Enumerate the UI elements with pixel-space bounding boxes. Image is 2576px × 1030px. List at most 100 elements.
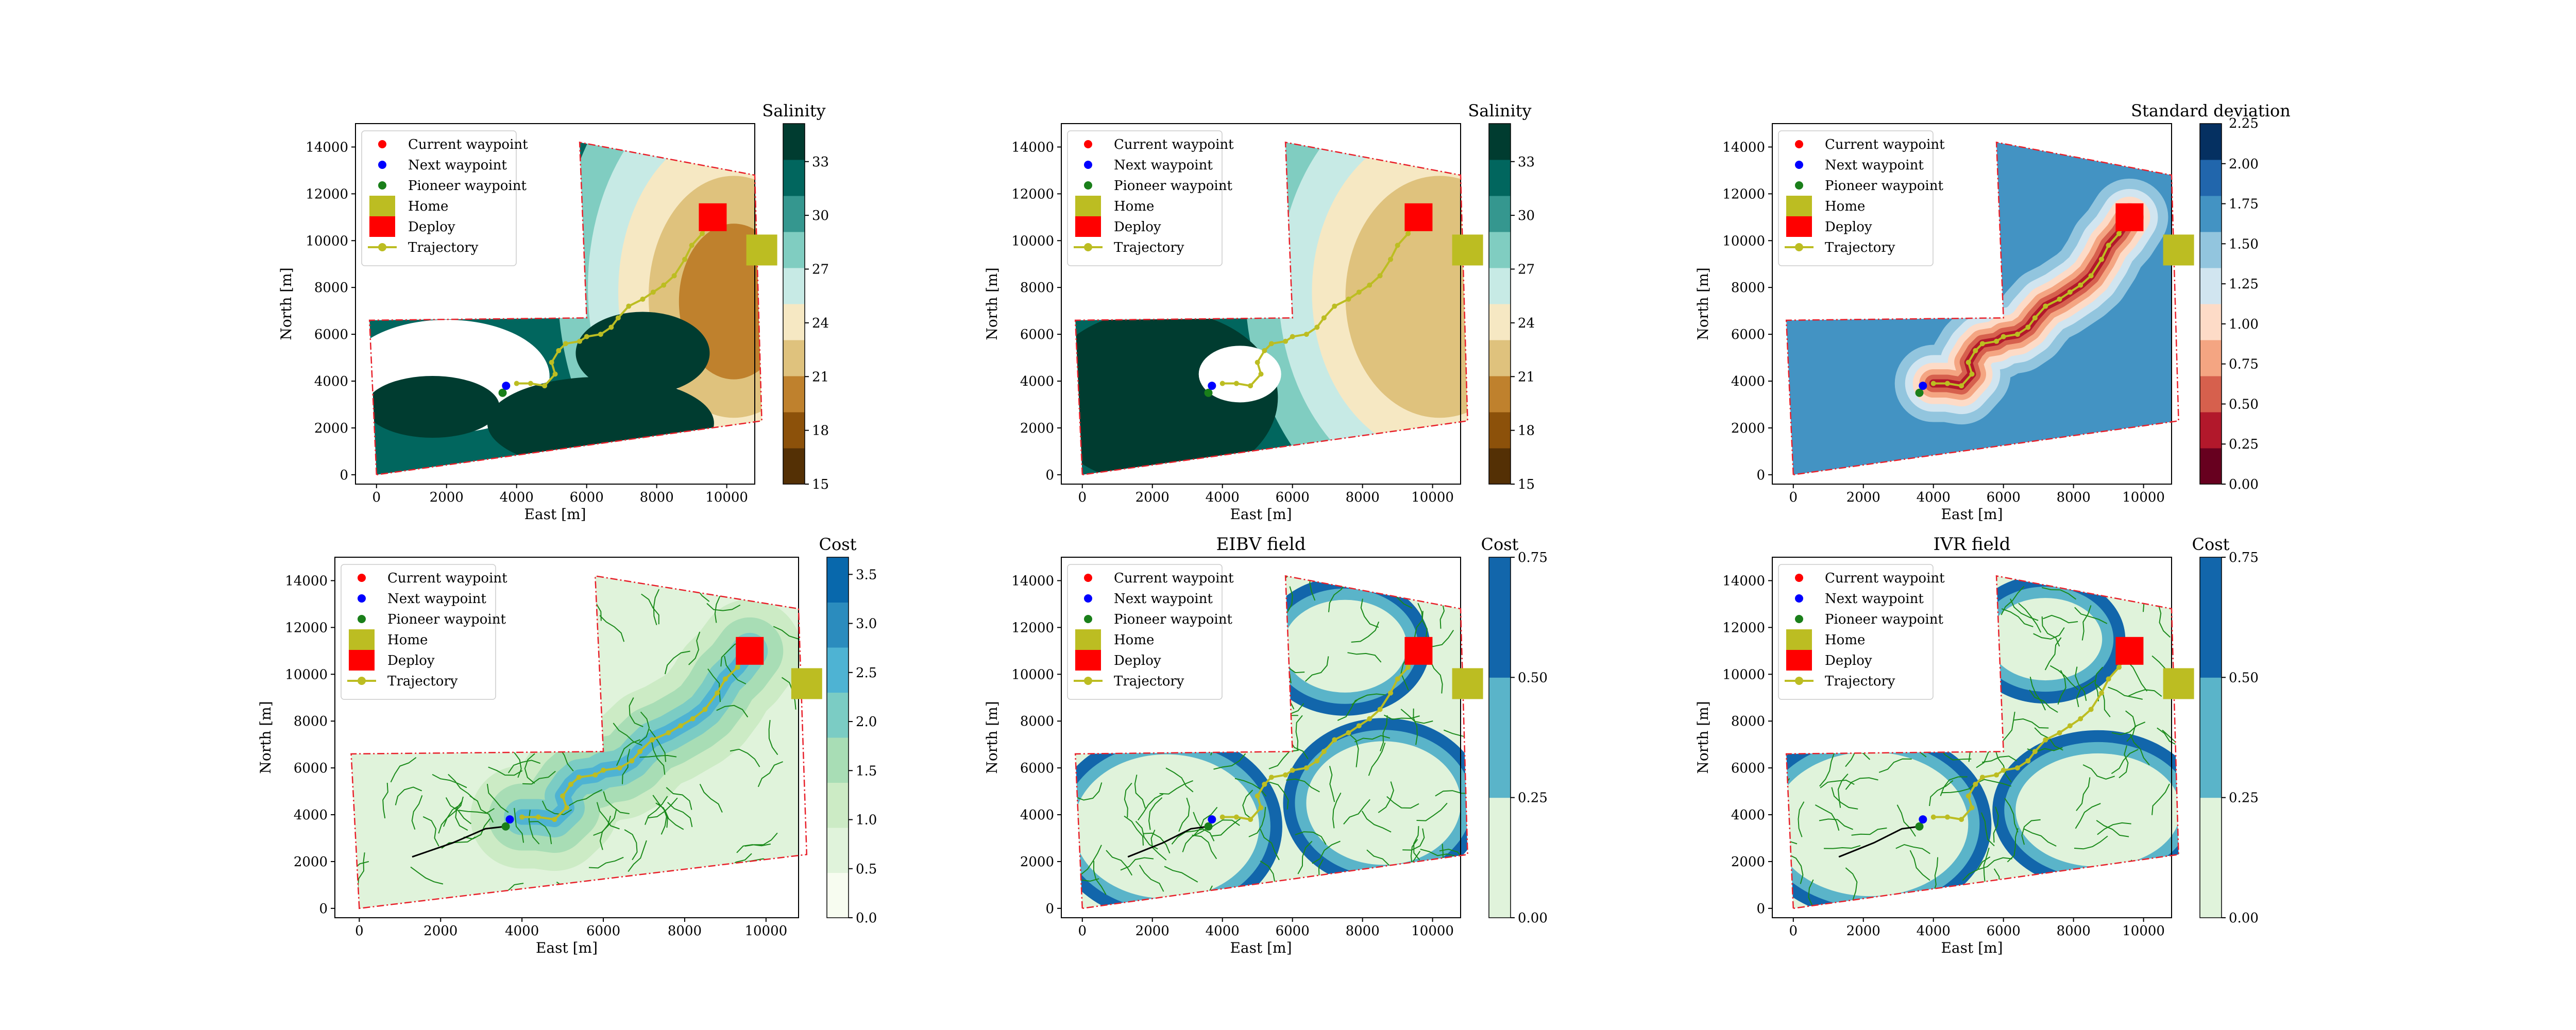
axes-frame	[334, 557, 799, 918]
colorbar-tick-label: 15	[812, 477, 829, 492]
branch-line	[599, 615, 625, 642]
x-tick-label: 0	[372, 490, 381, 505]
branch-line	[2151, 783, 2170, 815]
branch-line	[2010, 598, 2039, 621]
legend-swatch	[1084, 161, 1092, 169]
legend-swatch	[1075, 629, 1101, 650]
legend-label: Trajectory	[1825, 674, 1895, 689]
branch-line	[1045, 819, 1066, 849]
legend-label: Current waypoint	[1114, 571, 1234, 586]
branch-line	[1239, 671, 1247, 708]
branch-line	[1820, 779, 1855, 788]
legend-swatch	[378, 243, 386, 251]
branch-line	[2129, 860, 2134, 897]
y-axis-label: North [m]	[1694, 701, 1711, 774]
branch-line	[1124, 782, 1132, 818]
y-tick-label: 6000	[1020, 327, 1054, 342]
branch-line	[1353, 899, 1387, 908]
x-tick-label: 6000	[586, 923, 620, 939]
branch-line	[569, 614, 599, 637]
branch-line	[2081, 605, 2092, 641]
current-waypoint-marker	[1414, 213, 1423, 221]
colorbar-tick-label: 18	[812, 423, 829, 439]
branch-line	[718, 867, 746, 885]
axes-frame	[1061, 123, 1461, 485]
legend-label: Next waypoint	[1825, 158, 1924, 173]
colorbar-band	[783, 232, 805, 268]
colorbar-band	[783, 304, 805, 340]
branch-line	[1443, 729, 1468, 741]
operation-boundary	[1074, 141, 1468, 476]
branch-line	[2018, 603, 2042, 633]
y-tick-label: 6000	[1731, 327, 1765, 342]
branch-line	[1429, 660, 1443, 694]
legend-label: Home	[1114, 199, 1154, 214]
colorbar-title: Salinity	[1468, 101, 1531, 121]
trajectory-line	[1219, 648, 1421, 822]
home-marker	[746, 234, 777, 266]
branch-line	[1798, 801, 1805, 837]
panel-title: EIBV field	[1216, 534, 1306, 555]
branch-line	[1962, 856, 1991, 881]
trajectory-line	[519, 648, 753, 822]
branch-line	[623, 877, 654, 892]
legend-label: Pioneer waypoint	[1114, 612, 1232, 627]
branch-line	[554, 603, 586, 621]
branch-line	[2128, 900, 2164, 907]
x-tick-label: 2000	[1846, 923, 1880, 939]
x-tick-label: 2000	[1136, 923, 1170, 939]
axes-frame	[355, 123, 755, 485]
x-axis-label: East [m]	[1230, 939, 1292, 956]
colorbar-tick-label: 30	[812, 208, 829, 224]
y-tick-label: 14000	[1722, 140, 1765, 155]
branch-line	[1350, 576, 1369, 588]
legend-swatch	[1795, 161, 1803, 169]
branch-line	[1351, 621, 1380, 643]
colorbar-tick-label: 0.00	[2229, 911, 2259, 926]
y-tick-label: 6000	[314, 327, 348, 342]
colorbar-tick-label: 1.25	[2229, 277, 2259, 292]
branch-line	[1878, 758, 1912, 773]
branch-line	[1939, 898, 1975, 904]
branch-line	[2077, 869, 2104, 896]
legend-label: Next waypoint	[1114, 158, 1213, 173]
y-tick-label: 10000	[1722, 667, 1765, 682]
branch-line	[736, 843, 771, 853]
colorbar-band	[783, 160, 805, 196]
colorbar-band	[2200, 304, 2222, 340]
legend-swatch	[358, 677, 366, 685]
legend-label: Current waypoint	[1114, 137, 1234, 152]
colorbar-frame	[1488, 123, 1511, 485]
branch-line	[1178, 797, 1190, 832]
branch-line	[536, 633, 570, 648]
legend-label: Current waypoint	[1825, 571, 1945, 586]
colorbar-band	[1489, 232, 1511, 268]
branch-line	[1370, 556, 1406, 561]
colorbar-band	[2200, 797, 2222, 918]
colorbar-band	[783, 124, 805, 160]
colorbar-tick-label: 21	[1518, 369, 1535, 385]
x-axis-label: East [m]	[524, 506, 586, 523]
current-waypoint-marker	[2125, 213, 2134, 221]
y-axis-label: North [m]	[1694, 267, 1711, 340]
branch-line	[311, 833, 342, 850]
x-tick-label: 4000	[1917, 490, 1951, 505]
branch-line	[2033, 627, 2065, 640]
branch-line	[370, 703, 398, 729]
colorbar-band	[1489, 448, 1511, 485]
branch-line	[1312, 840, 1341, 864]
home-marker	[791, 668, 822, 699]
branch-line	[443, 796, 464, 827]
y-tick-label: 10000	[285, 667, 328, 682]
colorbar-tick-label: 0.00	[1518, 911, 1548, 926]
x-tick-label: 10000	[1411, 490, 1454, 505]
x-tick-label: 6000	[1276, 490, 1310, 505]
colorbar-tick-label: 0.25	[2229, 791, 2259, 806]
legend: Current waypoint Next waypoint Pioneer way…	[1778, 130, 1945, 266]
branch-line	[455, 800, 468, 831]
y-tick-label: 12000	[1722, 620, 1765, 636]
branch-line	[2144, 559, 2180, 565]
branch-line	[1841, 705, 1865, 735]
